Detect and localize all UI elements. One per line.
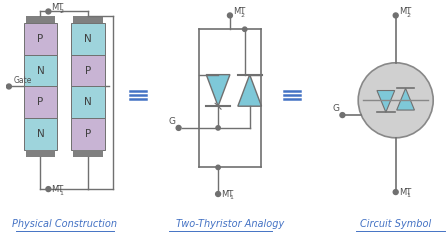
Bar [24, 86, 57, 118]
Text: MT: MT [52, 185, 64, 194]
Text: G: G [169, 117, 176, 126]
Polygon shape [238, 75, 262, 106]
Circle shape [215, 192, 220, 197]
Bar [73, 150, 103, 157]
Text: P: P [85, 129, 91, 139]
Text: Circuit Symbol: Circuit Symbol [360, 218, 431, 228]
Text: Physical Construction: Physical Construction [12, 218, 116, 228]
Circle shape [6, 84, 11, 89]
Circle shape [340, 113, 345, 118]
Circle shape [46, 9, 51, 14]
Text: MT: MT [233, 7, 245, 16]
Circle shape [358, 63, 433, 138]
Circle shape [216, 126, 220, 130]
Text: MT: MT [399, 188, 411, 197]
Circle shape [228, 13, 233, 18]
Circle shape [393, 13, 398, 18]
Text: 2: 2 [406, 13, 410, 18]
Text: 2: 2 [59, 9, 63, 14]
Text: Two-Thyristor Analogy: Two-Thyristor Analogy [176, 218, 284, 228]
Text: 1: 1 [229, 195, 233, 200]
Text: 1: 1 [406, 193, 410, 198]
Circle shape [242, 27, 247, 31]
Bar [26, 16, 55, 23]
Bar [24, 23, 57, 55]
Text: P: P [85, 66, 91, 76]
Circle shape [46, 187, 51, 192]
Circle shape [393, 190, 398, 194]
Text: G: G [332, 104, 340, 113]
Text: MT: MT [221, 190, 233, 199]
Bar [71, 118, 105, 150]
Text: P: P [37, 97, 43, 107]
Text: N: N [84, 97, 92, 107]
Text: N: N [37, 129, 44, 139]
Text: MT: MT [52, 4, 64, 13]
Text: MT: MT [399, 7, 411, 16]
Polygon shape [377, 90, 395, 112]
Bar [71, 86, 105, 118]
Text: P: P [37, 34, 43, 44]
Bar [26, 150, 55, 157]
Bar [73, 16, 103, 23]
Bar [24, 118, 57, 150]
Text: N: N [84, 34, 92, 44]
Bar [71, 23, 105, 55]
Text: Gate: Gate [14, 75, 32, 84]
Polygon shape [206, 75, 230, 106]
Text: 1: 1 [59, 190, 63, 196]
Circle shape [176, 125, 181, 130]
Bar [71, 55, 105, 86]
Polygon shape [396, 88, 414, 110]
Text: 2: 2 [241, 13, 245, 18]
Text: N: N [37, 66, 44, 76]
Bar [24, 55, 57, 86]
Circle shape [216, 165, 220, 169]
